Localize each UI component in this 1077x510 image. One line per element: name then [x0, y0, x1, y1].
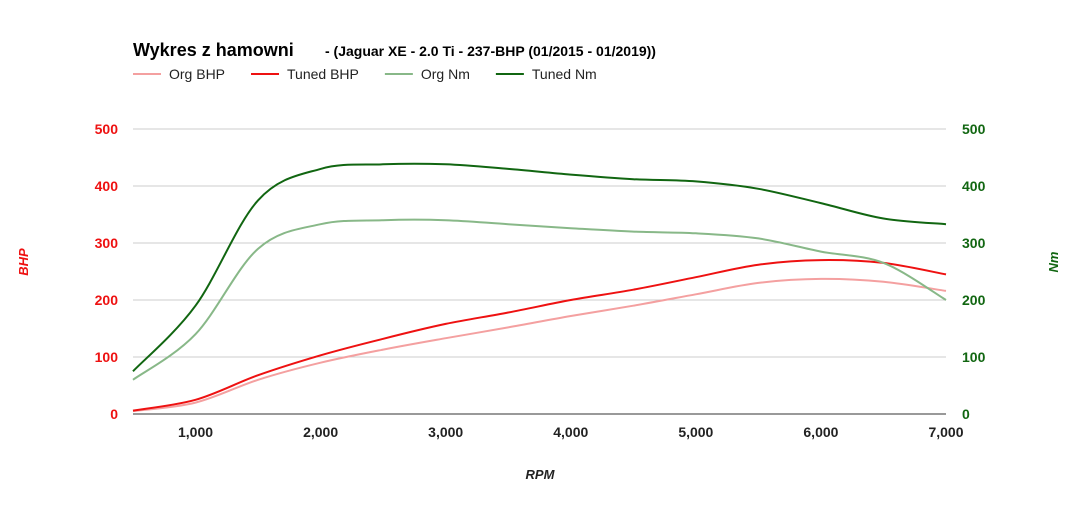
x-tick-label: 6,000 [803, 424, 838, 440]
series-line-tuned-bhp [132, 259, 947, 412]
legend-item-tuned-nm[interactable]: Tuned Nm [495, 66, 597, 82]
y-right-tick-label: 400 [962, 178, 986, 194]
y-axis-right-label: Nm [1046, 251, 1061, 272]
y-axis-right-ticks: 0 100 200 300 400 500 [962, 121, 986, 422]
y-left-tick-label: 400 [95, 178, 119, 194]
x-axis-ticks: 1,000 2,000 3,000 4,000 5,000 6,000 7,000 [178, 424, 964, 440]
legend-label: Org BHP [169, 66, 225, 82]
legend[interactable]: Org BHP Tuned BHP Org Nm Tuned Nm [133, 66, 597, 82]
legend-label: Tuned BHP [287, 66, 359, 82]
legend-label: Tuned Nm [532, 66, 597, 82]
grid-lines [133, 128, 946, 358]
y-right-tick-label: 0 [962, 406, 970, 422]
x-tick-label: 4,000 [553, 424, 588, 440]
x-axis-label: RPM [526, 467, 556, 482]
chart-title: Wykres z hamowni [133, 40, 294, 60]
chart-subtitle: - (Jaguar XE - 2.0 Ti - 237-BHP (01/2015… [325, 43, 656, 59]
series-line-org-nm [132, 218, 947, 381]
x-tick-label: 3,000 [428, 424, 463, 440]
y-right-tick-label: 500 [962, 121, 986, 137]
x-tick-label: 7,000 [928, 424, 963, 440]
legend-item-tuned-bhp[interactable]: Tuned BHP [251, 66, 359, 82]
y-left-tick-label: 200 [95, 292, 119, 308]
y-right-tick-label: 100 [962, 349, 986, 365]
legend-item-org-bhp[interactable]: Org BHP [133, 66, 225, 82]
series-line-org-bhp [132, 277, 947, 413]
y-axis-left-label: BHP [16, 248, 31, 276]
x-tick-label: 1,000 [178, 424, 213, 440]
series-lines [132, 162, 947, 413]
legend-item-org-nm[interactable]: Org Nm [384, 66, 470, 82]
y-right-tick-label: 200 [962, 292, 986, 308]
x-tick-label: 2,000 [303, 424, 338, 440]
y-right-tick-label: 300 [962, 235, 986, 251]
y-axis-left-ticks: 0 100 200 300 400 500 [95, 121, 119, 422]
y-left-tick-label: 100 [95, 349, 119, 365]
series-line-tuned-nm [132, 162, 947, 372]
y-left-tick-label: 500 [95, 121, 119, 137]
x-tick-label: 5,000 [678, 424, 713, 440]
legend-label: Org Nm [421, 66, 470, 82]
y-left-tick-label: 300 [95, 235, 119, 251]
y-left-tick-label: 0 [110, 406, 118, 422]
